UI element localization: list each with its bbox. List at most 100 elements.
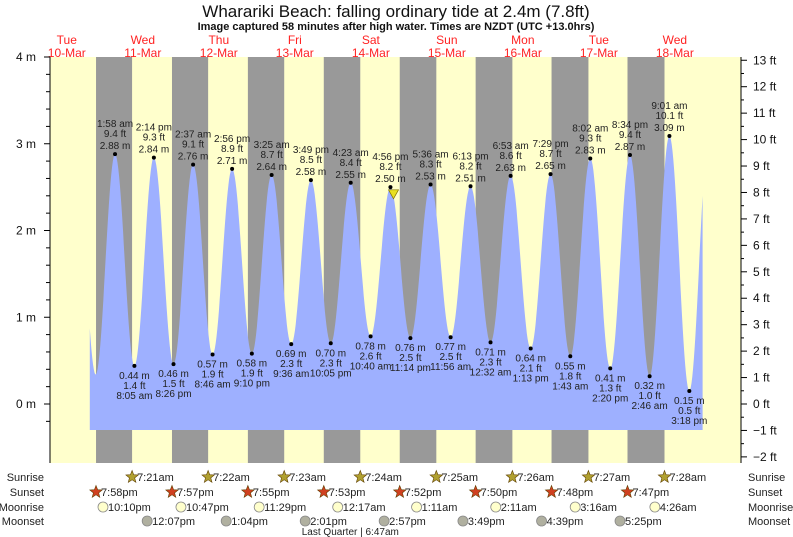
tide-height-ft: 2.3 ft	[479, 357, 501, 368]
moonrise-event: 10:10pm	[97, 501, 151, 514]
high-tide-point: 6:53 am8.6 ft2.63 m	[493, 141, 529, 178]
tide-point-dot	[647, 374, 652, 379]
sunrise-event: 7:27am	[581, 469, 630, 484]
tide-height-ft: 1.3 ft	[599, 383, 621, 394]
moonrise-icon	[97, 501, 109, 513]
tide-time: 8:46 am	[195, 380, 231, 391]
moonrise-icon	[649, 501, 661, 513]
tide-point-dot	[113, 152, 118, 157]
tide-time: 11:56 am	[430, 362, 471, 373]
high-tide-point: 2:14 pm9.3 ft2.84 m	[136, 123, 172, 160]
low-tide-point: 0.46 m1.5 ft8:26 pm	[155, 362, 192, 400]
chart-title: Wharariki Beach: falling ordinary tide a…	[202, 2, 589, 21]
sunrise-star-icon	[277, 469, 292, 483]
tide-height-m: 2.87 m	[615, 142, 646, 153]
day-date: 10-Mar	[48, 46, 86, 60]
tide-point-dot	[151, 155, 156, 160]
left-tick-label: 3 m	[16, 137, 36, 151]
row-label-left: Moonrise	[0, 502, 44, 514]
moonset-icon	[457, 515, 469, 527]
high-tide-point: 8:34 pm9.4 ft2.87 m	[612, 120, 648, 158]
row-label-left: Sunrise	[7, 472, 44, 484]
moonset-icon	[220, 515, 232, 527]
sunset-star-icon	[392, 484, 407, 498]
sunrise-star-icon	[125, 469, 140, 483]
day-name: Wed	[131, 33, 155, 47]
tide-height-m: 2.51 m	[455, 173, 486, 184]
sunset-event: 7:52pm	[392, 484, 441, 499]
moonset-time: 1:04pm	[231, 516, 268, 528]
day-date: 13-Mar	[276, 46, 314, 60]
row-label-left: Sunset	[10, 487, 44, 499]
sunrise-event: 7:26am	[505, 469, 554, 484]
day-date: 15-Mar	[428, 46, 466, 60]
sunset-event: 7:55pm	[240, 484, 290, 499]
right-tick-label: 6 ft	[753, 238, 770, 252]
tide-point-dot	[132, 363, 137, 368]
tide-height-ft: 1.0 ft	[638, 391, 660, 402]
sunset-event: 7:53pm	[316, 484, 365, 499]
sunrise-star-icon	[657, 469, 672, 483]
tide-point-dot	[548, 172, 553, 177]
sunset-star-icon	[620, 484, 635, 498]
tide-height-m: 2.76 m	[178, 152, 209, 163]
tide-height-ft: 2.1 ft	[520, 363, 542, 374]
tide-height-m: 2.58 m	[296, 167, 327, 178]
tide-point-dot	[448, 335, 453, 340]
sunset-star-icon	[240, 484, 255, 498]
tide-height-m: 2.71 m	[217, 156, 248, 167]
tide-point-dot	[608, 366, 613, 371]
sunrise-star-icon	[201, 469, 216, 483]
extreme-labels: 1:58 am9.4 ft2.88 m 0.44 m1.4 ft8:05 am 2:…	[97, 101, 707, 427]
high-tide-point: 2:37 am9.1 ft2.76 m	[175, 130, 211, 167]
low-tide-point: 0.58 m1.9 ft9:10 pm	[234, 351, 270, 390]
moonrise-time: 4:26am	[660, 502, 697, 514]
left-tick-label: 4 m	[16, 50, 36, 64]
moonset-time: 2:57pm	[389, 516, 426, 528]
tide-height-ft: 2.5 ft	[439, 352, 461, 363]
tide-height-ft: 8.9 ft	[221, 144, 243, 155]
low-tide-point: 0.41 m1.3 ft2:20 pm	[592, 366, 628, 404]
tide-point-dot	[588, 156, 593, 161]
sunrise-event: 7:23am	[277, 469, 326, 484]
tide-time: 9:10 pm	[234, 379, 270, 390]
moonrise-event: 3:16am	[569, 501, 617, 514]
tide-height-ft: 8.2 ft	[459, 161, 481, 172]
sunset-event: 7:48pm	[544, 484, 593, 499]
moonset-event: 4:39pm	[536, 515, 583, 528]
tide-height-m: 0.69 m	[276, 349, 307, 360]
tide-time: 12:32 am	[470, 367, 512, 378]
tide-height-m: 0.32 m	[634, 381, 665, 392]
high-tide-point: 1:58 am9.4 ft2.88 m	[97, 119, 133, 157]
tide-point-dot	[289, 342, 294, 347]
sunset-event: 7:57pm	[165, 484, 214, 499]
tide-time: 2:46 am	[632, 401, 668, 412]
right-tick-label: 8 ft	[753, 185, 770, 199]
high-tide-point: 7:29 pm8.7 ft2.65 m	[532, 139, 569, 177]
sunrise-star-icon	[581, 469, 596, 483]
day-date: 18-Mar	[656, 46, 694, 60]
sunrise-time: 7:26am	[517, 472, 554, 484]
tide-height-m: 0.55 m	[555, 361, 586, 372]
moonset-time: 12:07pm	[152, 516, 195, 528]
low-tide-point: 0.44 m1.4 ft8:05 am	[116, 363, 152, 402]
tide-time: 9:01 am	[651, 101, 687, 112]
tide-height-m: 3.09 m	[654, 123, 685, 134]
tide-point-dot	[488, 340, 493, 345]
right-tick-label: −2 ft	[753, 450, 777, 464]
moonrise-event: 11:29pm	[253, 501, 306, 514]
tide-time: 2:14 pm	[136, 123, 172, 134]
tide-time: 1:43 am	[552, 381, 588, 392]
right-tick-label: 11 ft	[753, 106, 776, 120]
moonset-icon	[614, 515, 626, 527]
moonrise-icon	[332, 501, 344, 513]
tide-time: 5:36 am	[412, 150, 448, 161]
high-tide-point: 2:56 pm8.9 ft2.71 m	[214, 134, 250, 171]
moonrise-time: 2:11am	[501, 502, 537, 514]
tide-height-ft: 10.1 ft	[656, 111, 684, 122]
tide-height-m: 2.84 m	[139, 145, 170, 156]
low-tide-point: 0.69 m2.3 ft9:36 am	[273, 342, 309, 380]
tide-height-ft: 1.9 ft	[201, 370, 223, 381]
